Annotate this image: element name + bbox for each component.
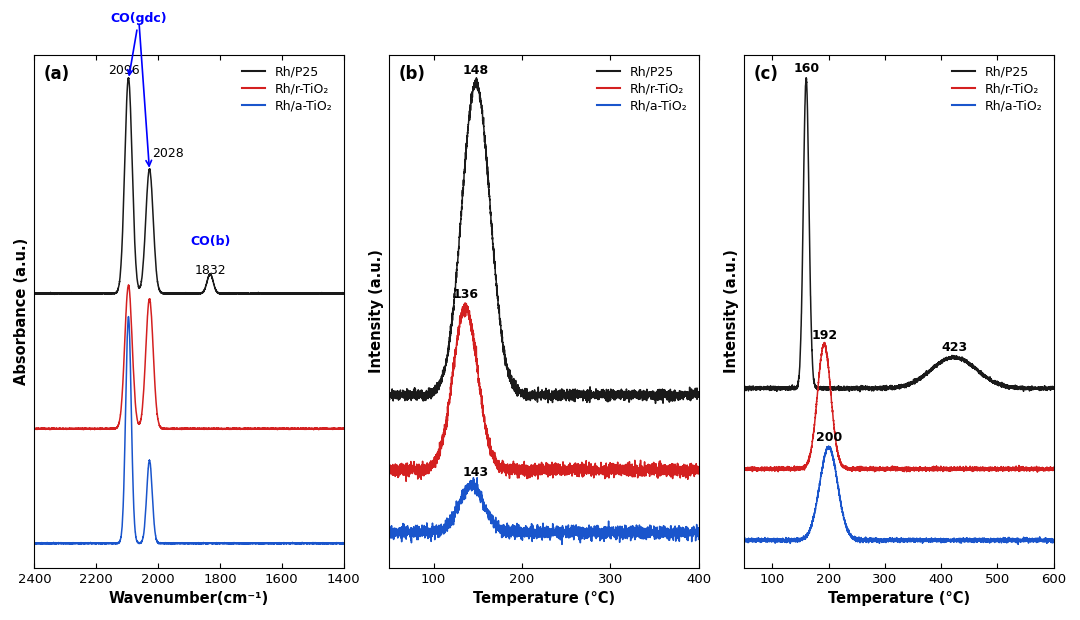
Text: 423: 423	[941, 341, 967, 354]
Text: (c): (c)	[754, 65, 779, 83]
Text: 2096: 2096	[108, 64, 140, 77]
Text: 200: 200	[815, 431, 841, 444]
Legend: Rh/P25, Rh/r-TiO₂, Rh/a-TiO₂: Rh/P25, Rh/r-TiO₂, Rh/a-TiO₂	[238, 61, 337, 117]
Text: 143: 143	[463, 466, 489, 479]
X-axis label: Temperature (°C): Temperature (°C)	[828, 591, 970, 606]
Text: 192: 192	[811, 329, 837, 342]
Text: 148: 148	[463, 64, 489, 77]
Y-axis label: Intensity (a.u.): Intensity (a.u.)	[369, 249, 383, 373]
Text: 1832: 1832	[194, 265, 226, 278]
Text: (b): (b)	[399, 65, 426, 83]
Text: CO(b): CO(b)	[190, 235, 230, 248]
Text: (a): (a)	[43, 65, 70, 83]
X-axis label: Wavenumber(cm⁻¹): Wavenumber(cm⁻¹)	[109, 591, 269, 606]
Text: 136: 136	[453, 288, 478, 301]
X-axis label: Temperature (°C): Temperature (°C)	[473, 591, 615, 606]
Y-axis label: Absorbance (a.u.): Absorbance (a.u.)	[14, 237, 29, 385]
Y-axis label: Intensity (a.u.): Intensity (a.u.)	[724, 249, 739, 373]
Text: 160: 160	[793, 62, 820, 75]
Legend: Rh/P25, Rh/r-TiO₂, Rh/a-TiO₂: Rh/P25, Rh/r-TiO₂, Rh/a-TiO₂	[592, 61, 692, 117]
Text: CO(gdc): CO(gdc)	[110, 12, 167, 75]
Legend: Rh/P25, Rh/r-TiO₂, Rh/a-TiO₂: Rh/P25, Rh/r-TiO₂, Rh/a-TiO₂	[947, 61, 1048, 117]
Text: 2028: 2028	[152, 146, 184, 159]
